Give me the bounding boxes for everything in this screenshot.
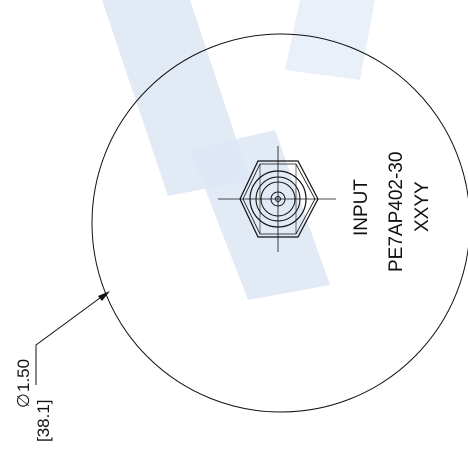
part-number-label: PE7AP402-30 [386, 152, 407, 272]
leader-arrowhead-icon [98, 291, 110, 301]
flange-outline-circle [91, 33, 468, 413]
date-code-label: XXYY [412, 181, 433, 232]
diameter-mm-value: [38.1] [34, 399, 53, 442]
port-name-label: INPUT [351, 179, 372, 236]
diameter-inch-value: 1.50 [14, 359, 33, 392]
diameter-symbol: ∅ [14, 393, 33, 408]
dimension-leader [35, 294, 105, 385]
watermark-logo [102, 0, 375, 300]
sma-connector-icon [218, 146, 336, 252]
